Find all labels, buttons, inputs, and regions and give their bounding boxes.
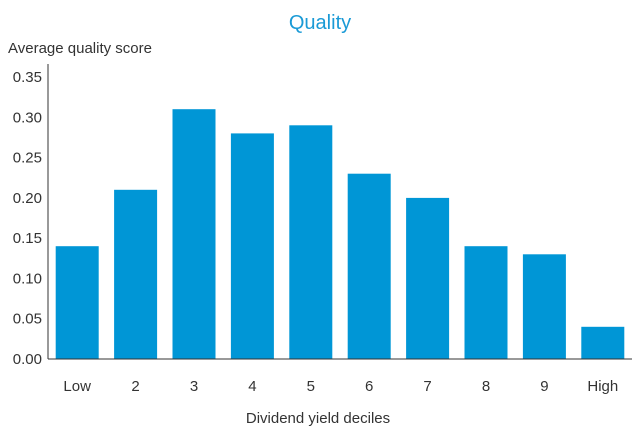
- x-tick-label: 7: [423, 378, 431, 395]
- bar-7: [406, 197, 450, 359]
- bar-2: [114, 189, 158, 359]
- y-tick-label: 0.20: [13, 190, 42, 207]
- bar-9: [522, 254, 566, 359]
- y-tick-label: 0.15: [13, 230, 42, 247]
- x-tick-label: 4: [248, 378, 256, 395]
- y-axis-ticks: 0.00 0.05 0.10 0.15 0.20 0.25 0.30 0.35: [13, 69, 42, 368]
- y-tick-label: 0.00: [13, 351, 42, 368]
- chart-title: Quality: [289, 12, 351, 34]
- x-tick-label: Low: [63, 378, 91, 395]
- y-tick-label: 0.25: [13, 150, 42, 167]
- x-tick-label: 6: [365, 378, 373, 395]
- bar-8: [464, 246, 508, 359]
- y-axis-label: Average quality score: [8, 40, 152, 57]
- x-tick-label: 3: [190, 378, 198, 395]
- x-axis-label: Dividend yield deciles: [246, 410, 390, 427]
- x-tick-label: High: [587, 378, 618, 395]
- x-tick-label: 2: [131, 378, 139, 395]
- bar-6: [347, 173, 391, 359]
- y-tick-label: 0.05: [13, 311, 42, 328]
- bar-5: [289, 125, 333, 359]
- y-tick-label: 0.30: [13, 109, 42, 126]
- x-tick-label: 8: [482, 378, 490, 395]
- x-axis-ticks: Low 2 3 4 5 6 7 8 9 High: [63, 378, 618, 395]
- bar-3: [172, 109, 216, 359]
- bar-high: [581, 326, 625, 359]
- y-tick-label: 0.35: [13, 69, 42, 86]
- x-tick-label: 5: [307, 378, 315, 395]
- bar-low: [55, 246, 99, 359]
- y-tick-label: 0.10: [13, 270, 42, 287]
- bar-4: [230, 133, 274, 359]
- x-tick-label: 9: [540, 378, 548, 395]
- bars: [55, 109, 625, 359]
